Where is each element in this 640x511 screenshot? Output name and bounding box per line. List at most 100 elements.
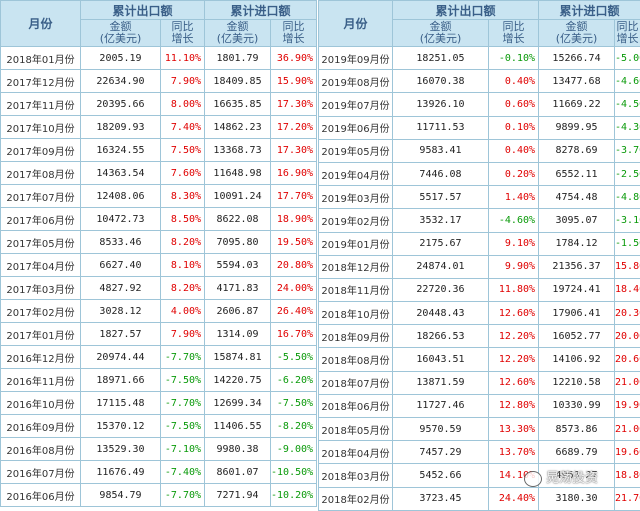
import-amount-cell: 9899.95 [539,116,615,139]
import-amount-cell: 1784.12 [539,232,615,255]
export-growth-cell: 0.10% [489,116,539,139]
export-growth-cell: 8.00% [161,93,205,116]
month-cell: 2019年09月份 [319,47,393,70]
import-growth-cell: 17.70% [271,185,317,208]
export-amount-cell: 18971.66 [81,369,161,392]
export-amount-cell: 13871.59 [393,371,489,394]
export-growth-cell: 0.40% [489,139,539,162]
export-amount-cell: 15370.12 [81,415,161,438]
import-amount-cell: 11406.55 [205,415,271,438]
export-amount-cell: 10472.73 [81,208,161,231]
import-amount-cell: 13477.68 [539,70,615,93]
month-cell: 2019年07月份 [319,93,393,116]
import-amount-cell: 16635.85 [205,93,271,116]
export-amount-cell: 13529.30 [81,438,161,461]
export-growth-cell: 11.10% [161,47,205,70]
import-growth-cell: 17.30% [271,139,317,162]
export-growth-cell: -7.50% [161,369,205,392]
export-growth-cell: 8.50% [161,208,205,231]
export-growth-cell: 12.20% [489,325,539,348]
import-amount-cell: 2606.87 [205,300,271,323]
export-amount-cell: 20395.66 [81,93,161,116]
export-growth-cell: 12.80% [489,394,539,417]
export-growth-cell: 7.50% [161,139,205,162]
month-cell: 2017年10月份 [1,116,81,139]
month-cell: 2018年12月份 [319,255,393,278]
export-amount-cell: 7457.29 [393,441,489,464]
month-cell: 2017年06月份 [1,208,81,231]
import-growth-cell: 16.70% [271,323,317,346]
export-growth-cell: -7.50% [161,415,205,438]
month-cell: 2019年04月份 [319,162,393,185]
month-cell: 2017年08月份 [1,162,81,185]
export-group-header: 累计出口额 [81,1,205,20]
import-amount-cell: 15874.81 [205,346,271,369]
import-amount-cell: 8622.08 [205,208,271,231]
month-cell: 2016年10月份 [1,392,81,415]
export-amount-cell: 18251.05 [393,47,489,70]
month-cell: 2016年08月份 [1,438,81,461]
import-amount-cell: 6552.11 [539,162,615,185]
import-growth-cell: 21.70% [615,487,640,510]
month-cell: 2017年04月份 [1,254,81,277]
export-growth-cell: 24.40% [489,487,539,510]
import-growth-cell: 19.90% [615,394,640,417]
export-amount-cell: 18209.93 [81,116,161,139]
export-amount-cell: 24874.01 [393,255,489,278]
month-cell: 2018年02月份 [319,487,393,510]
export-growth-cell: 0.40% [489,70,539,93]
import-amount-cell: 13368.73 [205,139,271,162]
import-growth-cell: 20.30% [615,302,640,325]
export-growth-cell: 12.20% [489,348,539,371]
export-growth-cell: 13.70% [489,441,539,464]
import-growth-header: 同比增长 [271,20,317,47]
import-growth-cell: -1.50% [615,232,640,255]
export-amount-cell: 3028.12 [81,300,161,323]
import-growth-cell: -9.00% [271,438,317,461]
export-amount-cell: 5517.57 [393,186,489,209]
import-amount-cell: 11648.98 [205,162,271,185]
month-cell: 2016年11月份 [1,369,81,392]
import-amount-cell: 10330.99 [539,394,615,417]
export-amount-cell: 11711.53 [393,116,489,139]
month-cell: 2017年09月份 [1,139,81,162]
import-amount-cell: 18409.85 [205,70,271,93]
export-growth-cell: 7.60% [161,162,205,185]
import-growth-cell: 19.50% [271,231,317,254]
import-growth-cell: -8.20% [271,415,317,438]
import-growth-cell: -2.50% [615,162,640,185]
export-amount-cell: 2005.19 [81,47,161,70]
import-amount-cell: 4171.83 [205,277,271,300]
export-growth-cell: 11.80% [489,278,539,301]
import-amount-cell: 7095.80 [205,231,271,254]
import-amount-cell: 3180.30 [539,487,615,510]
export-amount-cell: 9570.59 [393,418,489,441]
month-cell: 2017年07月份 [1,185,81,208]
import-growth-cell: -10.50% [271,461,317,484]
import-amount-cell: 12210.58 [539,371,615,394]
month-cell: 2018年04月份 [319,441,393,464]
month-cell: 2019年06月份 [319,116,393,139]
import-amount-cell: 15266.74 [539,47,615,70]
export-growth-cell: 13.30% [489,418,539,441]
export-growth-cell: 7.90% [161,70,205,93]
import-growth-cell: 16.90% [271,162,317,185]
export-growth-cell: 0.60% [489,93,539,116]
export-growth-cell: 0.20% [489,162,539,185]
export-growth-cell: 9.10% [489,232,539,255]
export-growth-cell: -7.70% [161,484,205,507]
import-amount-cell: 1314.09 [205,323,271,346]
